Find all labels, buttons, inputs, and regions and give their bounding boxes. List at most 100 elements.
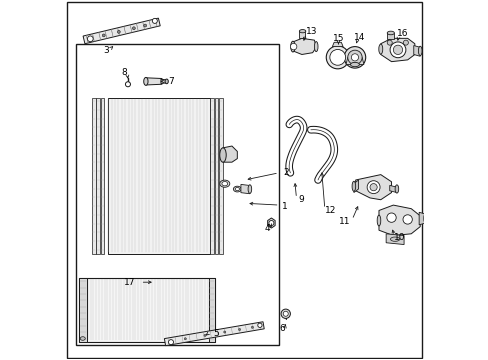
Ellipse shape [233, 186, 241, 192]
Ellipse shape [290, 41, 294, 52]
Ellipse shape [378, 44, 382, 54]
Polygon shape [292, 39, 316, 54]
Circle shape [143, 24, 146, 27]
Ellipse shape [418, 46, 421, 55]
Bar [92, 98, 96, 253]
Circle shape [251, 326, 253, 328]
Polygon shape [223, 146, 237, 162]
Circle shape [351, 54, 358, 61]
Circle shape [366, 181, 379, 194]
Circle shape [268, 221, 273, 226]
Ellipse shape [80, 337, 85, 340]
Circle shape [117, 30, 120, 33]
Circle shape [329, 49, 345, 65]
Polygon shape [83, 18, 160, 44]
Polygon shape [332, 42, 343, 46]
Polygon shape [386, 33, 394, 39]
Circle shape [102, 34, 105, 37]
Polygon shape [378, 205, 419, 235]
Bar [79, 278, 215, 342]
Ellipse shape [386, 31, 394, 35]
Circle shape [283, 311, 287, 316]
Circle shape [152, 18, 157, 23]
Circle shape [203, 334, 206, 337]
Ellipse shape [219, 148, 226, 162]
Circle shape [257, 323, 262, 328]
Polygon shape [164, 322, 264, 346]
Circle shape [386, 213, 395, 222]
Text: 12: 12 [324, 206, 336, 215]
Text: 4: 4 [264, 224, 270, 233]
Circle shape [325, 46, 348, 69]
Ellipse shape [394, 185, 398, 193]
Polygon shape [346, 57, 363, 64]
Ellipse shape [314, 41, 317, 51]
Bar [219, 98, 222, 253]
Polygon shape [386, 234, 403, 244]
Polygon shape [389, 185, 396, 193]
Ellipse shape [351, 181, 355, 191]
Text: 16: 16 [396, 29, 408, 38]
Bar [208, 278, 215, 342]
Polygon shape [413, 45, 419, 56]
Circle shape [386, 40, 391, 45]
Circle shape [392, 45, 402, 54]
Bar [214, 98, 218, 253]
Circle shape [125, 82, 130, 87]
Ellipse shape [143, 77, 148, 85]
Text: 13: 13 [305, 27, 317, 36]
Circle shape [347, 50, 362, 64]
Polygon shape [161, 79, 166, 84]
Text: 5: 5 [212, 329, 218, 338]
Ellipse shape [247, 185, 251, 193]
Circle shape [238, 328, 240, 330]
Polygon shape [299, 31, 305, 39]
Circle shape [281, 309, 290, 319]
Text: 10: 10 [393, 233, 405, 242]
Circle shape [290, 43, 296, 50]
Bar [101, 98, 104, 253]
Text: 9: 9 [298, 195, 304, 204]
Ellipse shape [165, 79, 168, 84]
Circle shape [369, 184, 376, 191]
Ellipse shape [376, 215, 380, 226]
Text: 14: 14 [353, 33, 364, 42]
Ellipse shape [423, 213, 427, 224]
Text: 8: 8 [121, 68, 127, 77]
Circle shape [223, 331, 225, 333]
Polygon shape [145, 78, 162, 85]
Ellipse shape [389, 237, 399, 241]
Polygon shape [380, 39, 414, 62]
Bar [76, 44, 278, 345]
Ellipse shape [350, 62, 359, 67]
Circle shape [403, 40, 407, 45]
Bar [96, 98, 100, 253]
Polygon shape [353, 180, 358, 193]
Bar [108, 98, 210, 253]
Polygon shape [418, 212, 425, 225]
Text: 17: 17 [124, 278, 135, 287]
Circle shape [389, 42, 405, 58]
Ellipse shape [299, 30, 305, 33]
Polygon shape [355, 175, 391, 200]
Text: 6: 6 [279, 324, 285, 333]
Bar [210, 98, 214, 253]
Polygon shape [241, 184, 249, 194]
Circle shape [344, 46, 365, 68]
Text: 11: 11 [339, 217, 350, 226]
Circle shape [402, 215, 411, 224]
Polygon shape [267, 218, 275, 228]
Circle shape [168, 339, 173, 345]
Circle shape [87, 36, 93, 42]
Text: 2: 2 [283, 168, 288, 177]
Ellipse shape [235, 188, 239, 191]
Circle shape [132, 27, 135, 30]
Ellipse shape [222, 181, 227, 186]
Ellipse shape [219, 180, 229, 187]
Text: 7: 7 [168, 77, 174, 86]
Bar [79, 278, 86, 342]
Text: 15: 15 [332, 34, 344, 43]
Circle shape [184, 338, 186, 340]
Text: 1: 1 [282, 202, 287, 211]
Text: 3: 3 [103, 46, 109, 55]
